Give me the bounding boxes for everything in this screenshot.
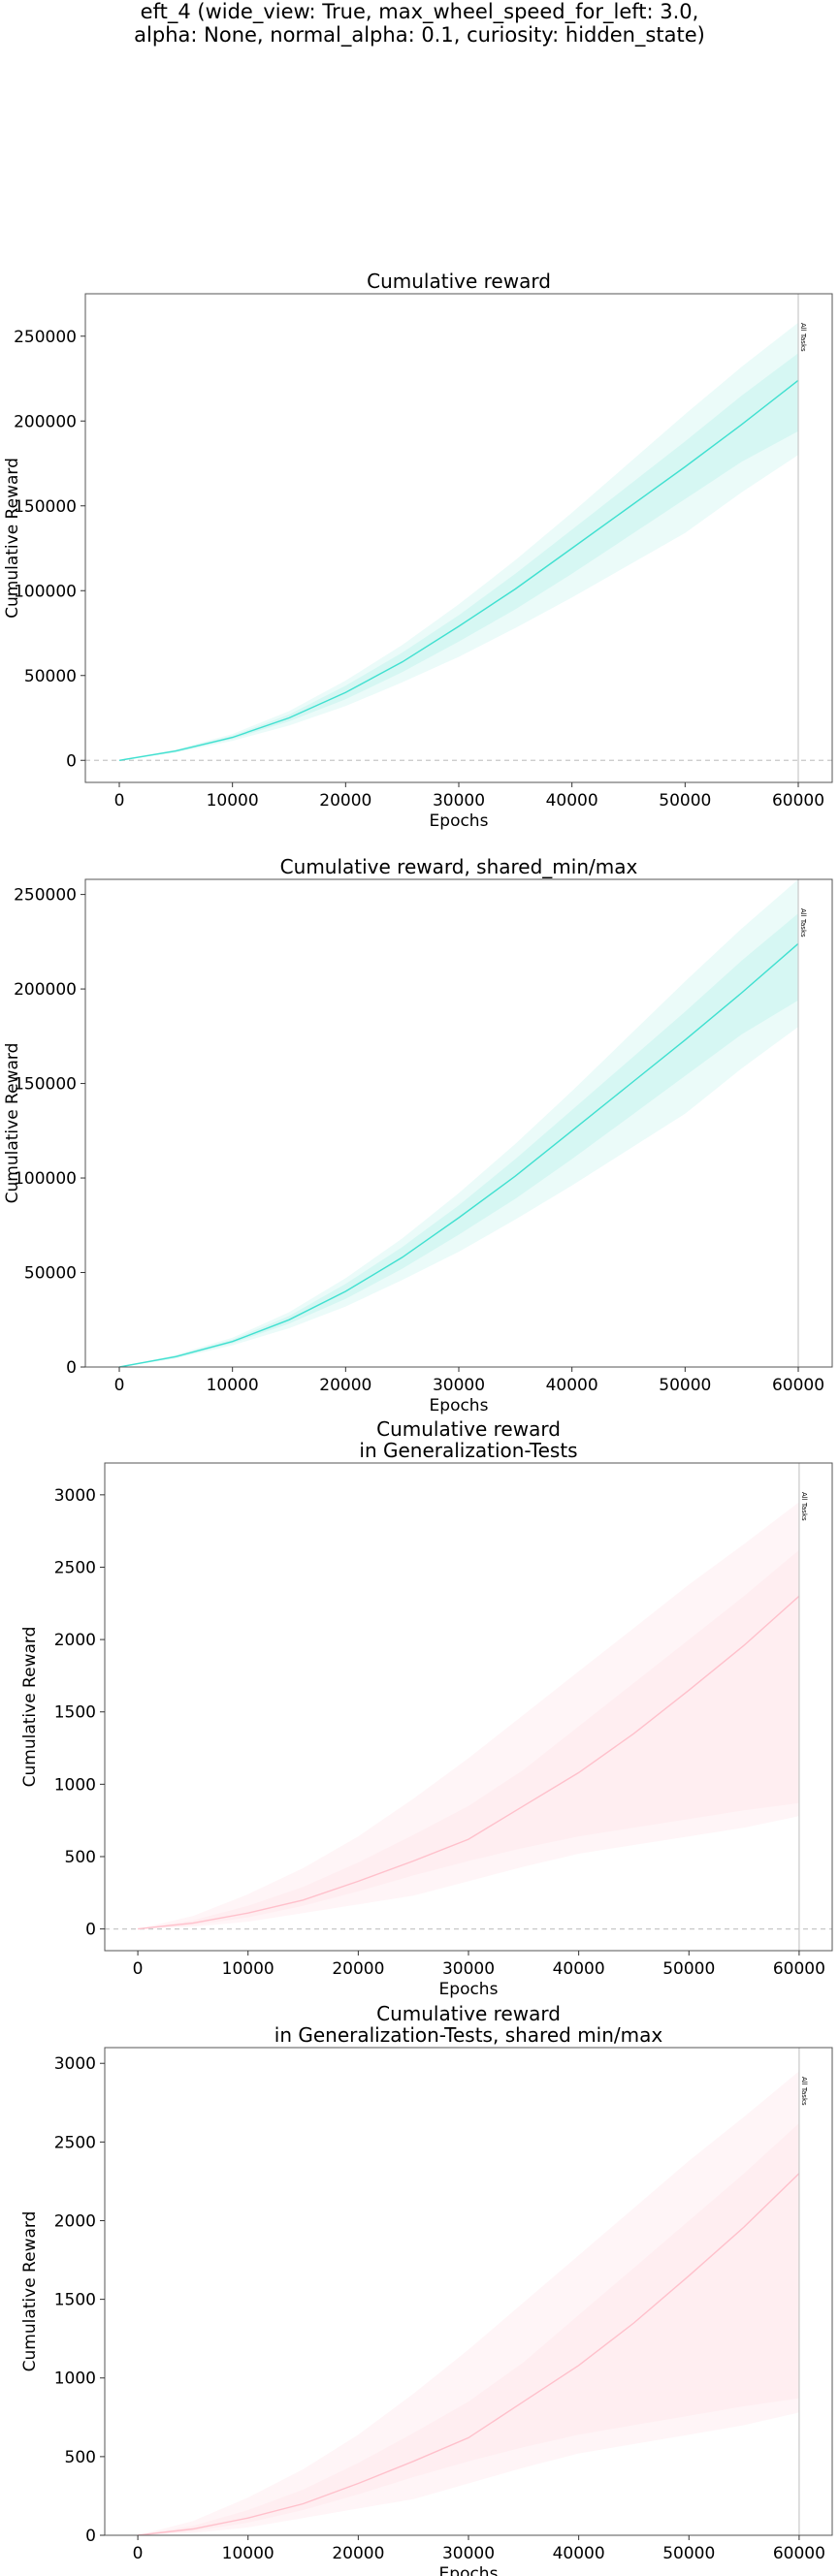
x-tick-label: 0 xyxy=(114,1376,125,1395)
chart-title: in Generalization-Tests, shared min/max xyxy=(274,2023,663,2047)
plot-area xyxy=(138,2048,800,2535)
y-tick-label: 2500 xyxy=(54,1558,96,1577)
y-tick-label: 0 xyxy=(85,1921,96,1940)
x-tick-label: 20000 xyxy=(332,1959,384,1979)
y-tick-label: 500 xyxy=(65,2448,96,2467)
x-tick-label: 50000 xyxy=(662,2544,715,2563)
y-tick-label: 100000 xyxy=(14,1169,77,1189)
y-tick-label: 1000 xyxy=(54,1775,96,1795)
plot-area xyxy=(118,879,799,1367)
y-axis-label: Cumulative Reward xyxy=(3,1043,22,1204)
x-tick-label: 30000 xyxy=(442,2544,495,2563)
y-tick-label: 50000 xyxy=(24,667,77,686)
chart-title: Cumulative reward xyxy=(376,1417,561,1441)
suptitle-line-2: alpha: None, normal_alpha: 0.1, curiosit… xyxy=(134,23,705,47)
x-tick-label: 50000 xyxy=(662,1959,715,1979)
y-tick-label: 150000 xyxy=(14,497,77,517)
y-tick-label: 2000 xyxy=(54,1631,96,1650)
vline-label: All Tasks xyxy=(799,323,807,352)
vline-label: All Tasks xyxy=(800,1492,808,1521)
chart-panel-1: All Tasks 0 10000 20000 30000 40000 50000 60000… xyxy=(3,270,833,831)
chart-title: Cumulative reward, shared_min/max xyxy=(280,855,638,878)
plot-area xyxy=(85,294,832,782)
x-tick-label: 50000 xyxy=(659,791,711,811)
chart-panel-2: All Tasks 0 10000 20000 30000 40000 50000 60000… xyxy=(3,855,833,1415)
x-tick-label: 60000 xyxy=(772,1376,824,1395)
suptitle-line-1: eft_4 (wide_view: True, max_wheel_speed_… xyxy=(140,0,699,23)
y-tick-label: 3000 xyxy=(54,2054,96,2074)
plot-area xyxy=(105,1463,832,1951)
x-tick-label: 40000 xyxy=(553,1959,605,1979)
y-tick-label: 0 xyxy=(85,2527,96,2546)
y-tick-label: 250000 xyxy=(14,328,77,347)
x-tick-label: 20000 xyxy=(332,2544,384,2563)
x-tick-label: 30000 xyxy=(433,791,485,811)
y-tick-label: 500 xyxy=(65,1848,96,1867)
y-tick-label: 1500 xyxy=(54,1703,96,1723)
y-tick-label: 2500 xyxy=(54,2133,96,2152)
x-axis-label: Epochs xyxy=(439,2564,499,2576)
series-band-inner xyxy=(138,1549,799,1929)
x-tick-label: 60000 xyxy=(773,2544,825,2563)
x-tick-label: 40000 xyxy=(546,791,598,811)
chart-title: Cumulative reward xyxy=(376,2002,561,2025)
y-axis-label: Cumulative Reward xyxy=(3,458,22,619)
x-axis-label: Epochs xyxy=(430,811,489,831)
x-axis-label: Epochs xyxy=(430,1396,489,1415)
y-tick-label: 100000 xyxy=(14,582,77,601)
y-axis-label: Cumulative Reward xyxy=(20,2211,40,2372)
x-tick-label: 10000 xyxy=(222,2544,274,2563)
x-tick-label: 40000 xyxy=(546,1376,598,1395)
x-tick-label: 0 xyxy=(114,791,125,811)
x-tick-label: 50000 xyxy=(659,1376,711,1395)
y-tick-label: 3000 xyxy=(54,1486,96,1506)
series-band-outer xyxy=(119,879,798,1367)
x-tick-label: 0 xyxy=(133,1959,144,1979)
x-tick-label: 0 xyxy=(133,2544,144,2563)
x-tick-label: 60000 xyxy=(773,1959,825,1979)
x-axis-label: Epochs xyxy=(439,1980,499,1999)
series-mean-line xyxy=(118,942,799,1367)
y-tick-label: 0 xyxy=(66,1358,77,1378)
vline-label: All Tasks xyxy=(800,2077,808,2106)
y-tick-label: 2000 xyxy=(54,2211,96,2231)
y-tick-label: 0 xyxy=(66,751,77,771)
plot-frame xyxy=(84,293,833,783)
series-band-inner xyxy=(138,2122,799,2535)
x-tick-label: 60000 xyxy=(772,791,824,811)
chart-title: Cumulative reward xyxy=(367,270,551,293)
y-tick-label: 250000 xyxy=(14,886,77,906)
x-tick-label: 30000 xyxy=(433,1376,485,1395)
y-tick-label: 150000 xyxy=(14,1075,77,1095)
series-mean-line xyxy=(138,1595,800,1930)
y-tick-label: 200000 xyxy=(14,412,77,431)
y-tick-label: 1000 xyxy=(54,2369,96,2389)
chart-title: in Generalization-Tests xyxy=(359,1439,577,1462)
x-tick-label: 10000 xyxy=(207,791,259,811)
series-mean-line xyxy=(138,2173,800,2535)
series-mean-line xyxy=(118,379,799,761)
y-tick-label: 1500 xyxy=(54,2291,96,2310)
x-tick-label: 40000 xyxy=(553,2544,605,2563)
x-tick-label: 30000 xyxy=(442,1959,495,1979)
vline-label: All Tasks xyxy=(799,908,807,938)
y-axis-label: Cumulative Reward xyxy=(20,1627,40,1788)
x-tick-label: 10000 xyxy=(207,1376,259,1395)
x-tick-label: 20000 xyxy=(319,791,371,811)
x-tick-label: 10000 xyxy=(222,1959,274,1979)
x-tick-label: 20000 xyxy=(319,1376,371,1395)
series-band-outer xyxy=(119,322,798,761)
y-tick-label: 200000 xyxy=(14,980,77,1000)
figure-suptitle: eft_4 (wide_view: True, max_wheel_speed_… xyxy=(0,0,839,47)
y-tick-label: 50000 xyxy=(24,1264,77,1284)
